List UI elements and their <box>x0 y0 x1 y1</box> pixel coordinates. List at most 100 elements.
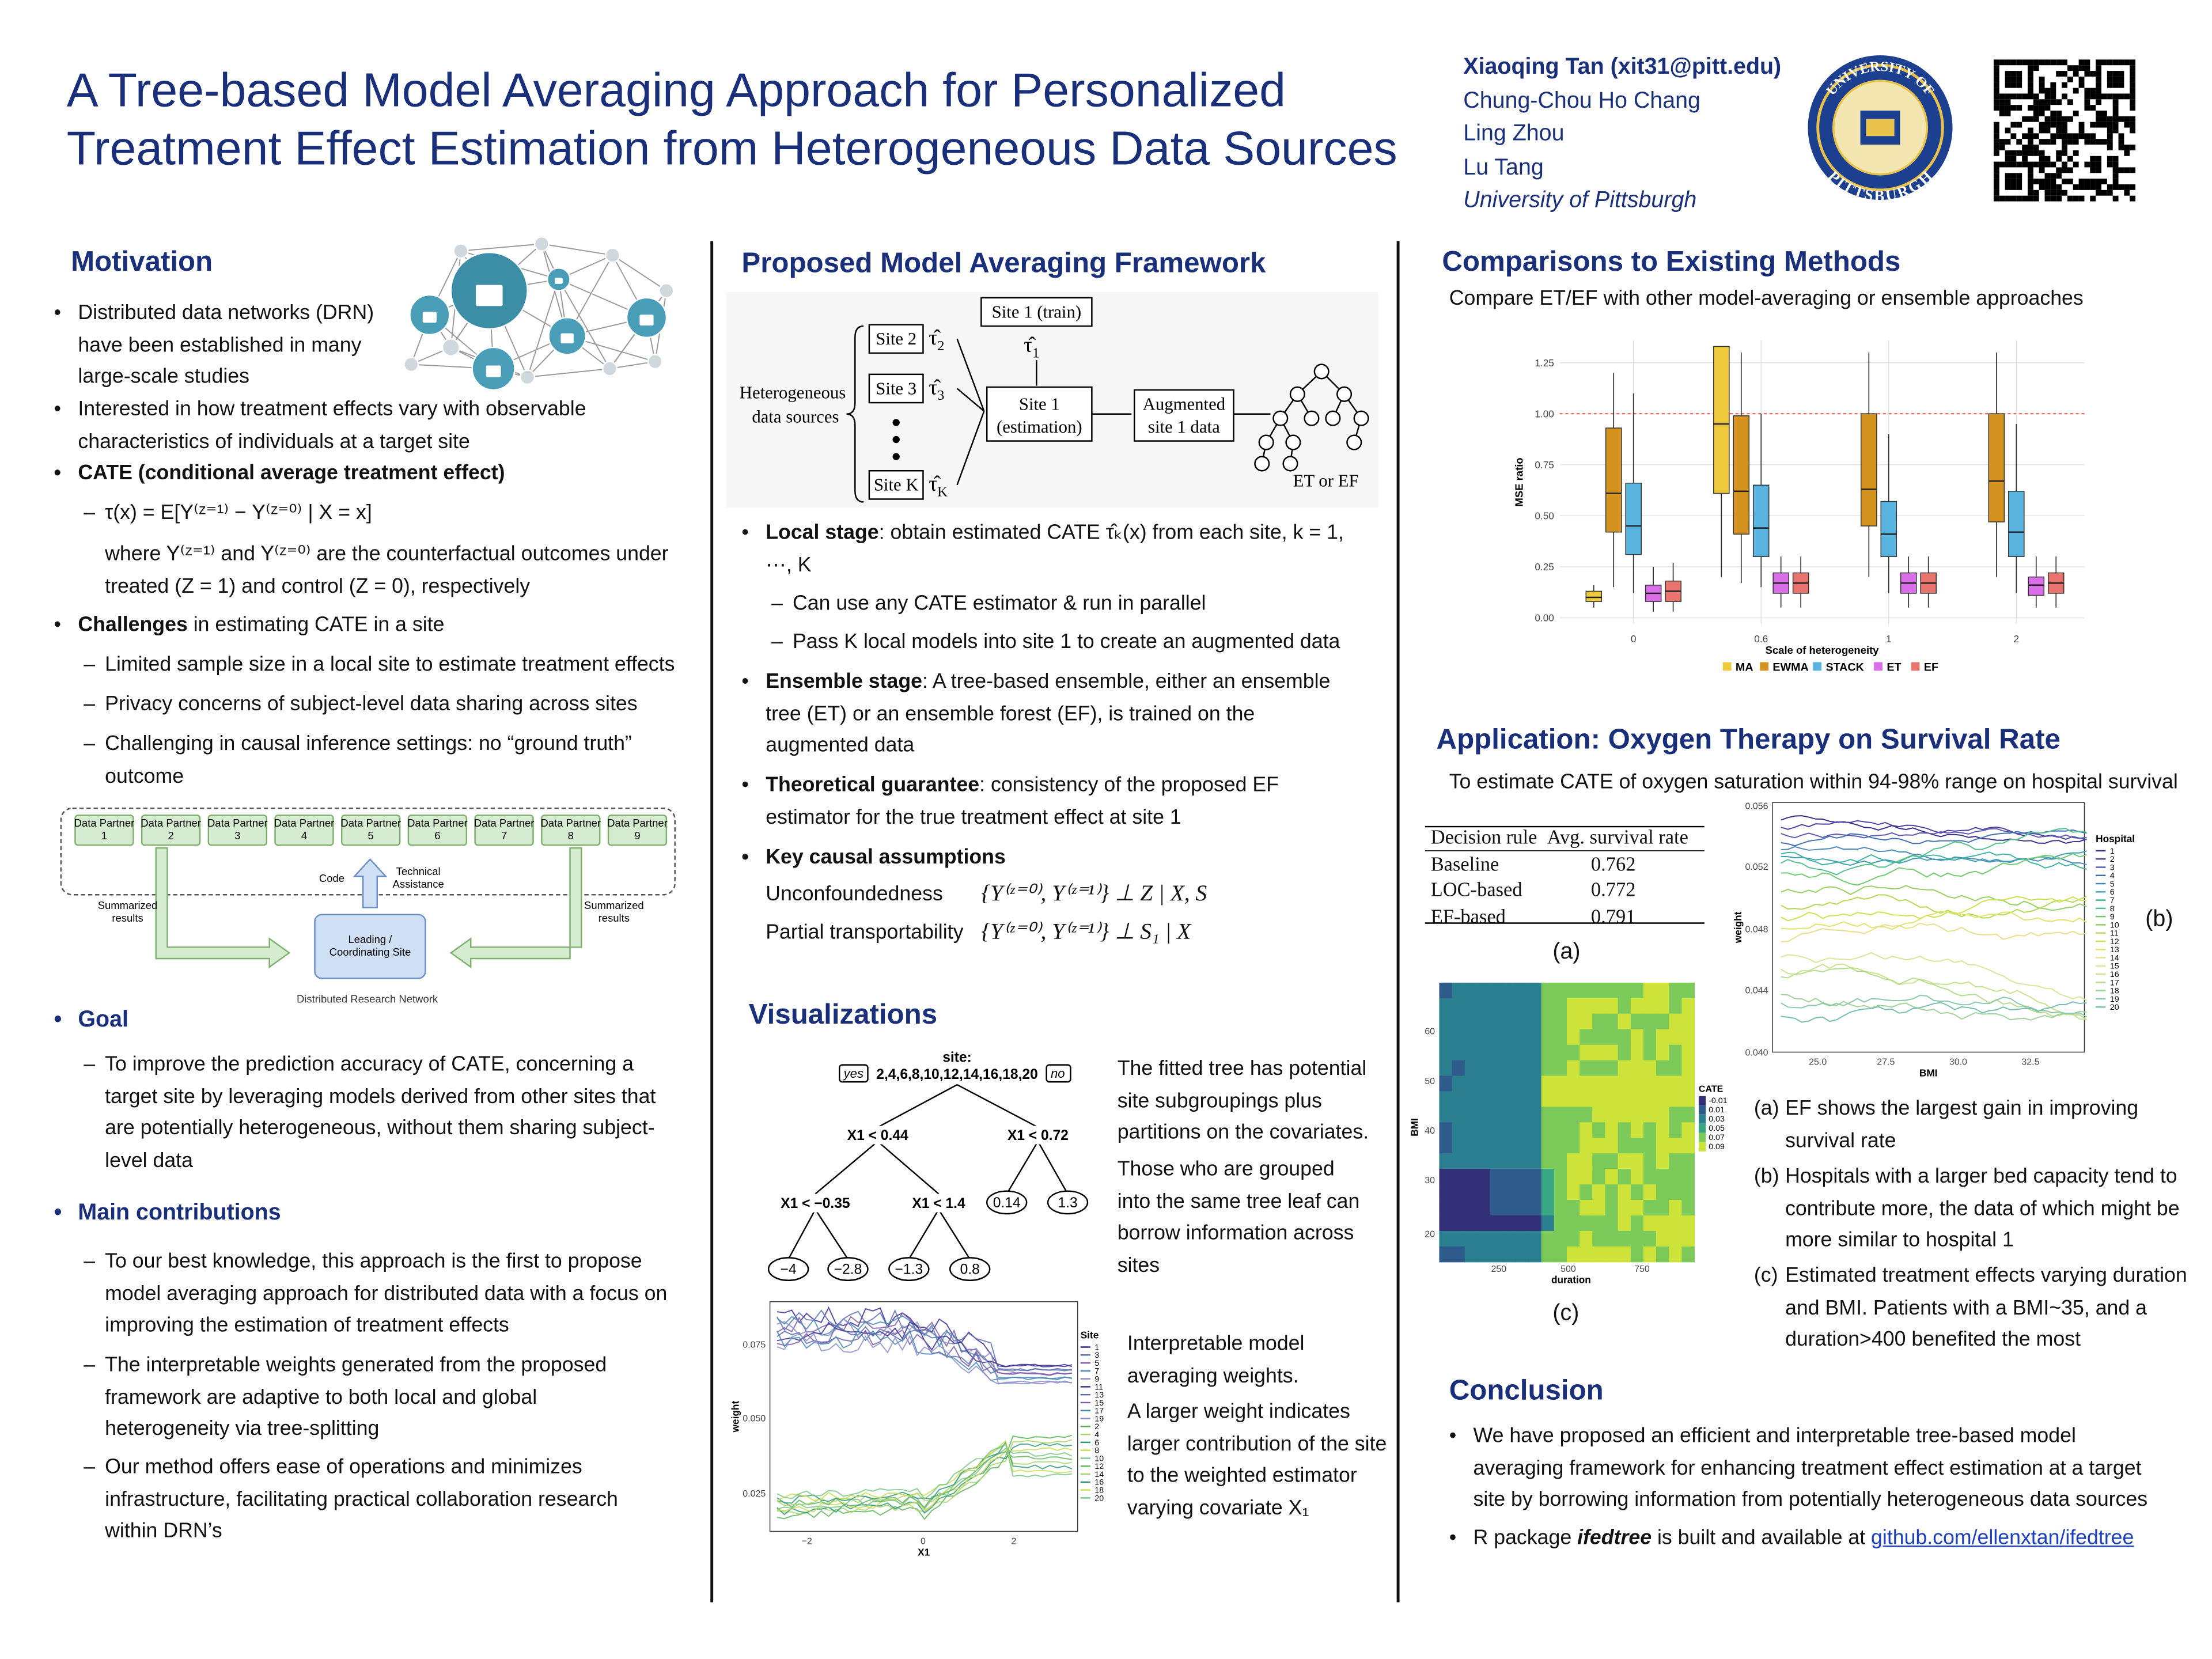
x-tick-label: 2 <box>2014 633 2020 645</box>
heat-cell <box>1554 1169 1567 1185</box>
qr-module <box>2039 179 2045 184</box>
caption: Interpretable model averaging weights. <box>1127 1332 1305 1388</box>
qr-module <box>1999 161 2005 168</box>
y-axis-title: MSE ratio <box>1513 457 1525 506</box>
heat-cell <box>1618 1169 1631 1185</box>
heat-cell <box>1541 1013 1555 1030</box>
heat-cell <box>1630 1091 1644 1107</box>
qr-module <box>1993 161 1999 168</box>
qr-module <box>2010 179 2017 184</box>
legend-label: 0.03 <box>1709 1115 1725 1124</box>
qr-module <box>2107 139 2113 145</box>
legend-label: 15 <box>2110 962 2119 971</box>
label-line: Data Partner <box>207 817 268 829</box>
colorbar-step <box>1698 1132 1706 1142</box>
heat-cell <box>1503 1044 1516 1061</box>
no-label: no <box>1051 1066 1065 1081</box>
heat-cell <box>1452 1153 1465 1169</box>
qr-module <box>2101 59 2107 66</box>
heat-cell <box>1439 1075 1453 1092</box>
network-node <box>403 357 419 373</box>
heat-cell <box>1554 1013 1567 1030</box>
heat-cell <box>1554 998 1567 1014</box>
heat-cell <box>1439 1215 1453 1232</box>
heat-cell <box>1452 1169 1465 1185</box>
ellipsis-dot <box>892 419 900 426</box>
qr-module <box>2067 116 2073 122</box>
qr-module <box>1993 184 1999 190</box>
site-box <box>986 386 1093 442</box>
y-axis-title: BMI <box>1409 1118 1421 1137</box>
qr-module <box>2016 150 2022 156</box>
qr-module <box>2050 88 2056 94</box>
heat-cell <box>1566 1138 1580 1154</box>
qr-module <box>2118 145 2124 150</box>
legend-label: 2 <box>2110 855 2115 864</box>
heat-cell <box>1516 1107 1529 1123</box>
heat-cell <box>1477 982 1491 999</box>
qr-module <box>2027 139 2033 145</box>
legend-label: 16 <box>2110 970 2119 979</box>
heat-cell <box>1541 1169 1555 1185</box>
heat-cell <box>1490 1215 1503 1232</box>
heat-cell <box>1592 1153 1605 1169</box>
qr-module <box>2005 173 2011 179</box>
qr-module <box>2010 93 2017 100</box>
qr-module <box>2084 133 2090 139</box>
qr-module <box>2067 133 2073 139</box>
heat-cell <box>1618 1184 1631 1200</box>
qr-module <box>2096 82 2101 88</box>
heat-cell <box>1452 1075 1465 1092</box>
heat-cell <box>1490 1246 1503 1263</box>
qr-module <box>2039 122 2045 128</box>
legend-title: Site <box>1081 1330 1099 1341</box>
heat-cell <box>1490 1044 1503 1061</box>
qr-module <box>2130 184 2136 190</box>
heat-cell <box>1656 1075 1669 1092</box>
heat-cell <box>1681 982 1695 999</box>
qr-module <box>2056 167 2062 173</box>
assumption-name: Unconfoundedness <box>766 883 943 906</box>
qr-module <box>2056 173 2062 179</box>
qr-module <box>1999 99 2005 105</box>
github-link[interactable]: github.com/ellenxtan/ifedtree <box>1871 1527 2134 1550</box>
legend-label: EWMA <box>1772 661 1808 673</box>
heat-cell <box>1580 1060 1593 1077</box>
legend-key <box>1911 662 1920 671</box>
heat-cell <box>1464 1230 1478 1247</box>
qr-module <box>2033 65 2039 71</box>
heat-cell <box>1681 1107 1695 1123</box>
partner-box <box>407 815 468 846</box>
qr-module <box>2096 59 2101 66</box>
qr-module <box>2027 150 2033 156</box>
qr-module <box>2044 116 2051 122</box>
y-tick-label: 0.056 <box>1745 801 1768 811</box>
split-bg <box>838 1126 918 1145</box>
heat-cell <box>1477 1122 1491 1138</box>
tree-edge <box>1037 1141 1069 1195</box>
heat-cell <box>1528 1075 1542 1092</box>
heat-cell <box>1566 1230 1580 1247</box>
heat-cell <box>1477 1184 1491 1200</box>
label-line: Data Partner <box>141 817 201 829</box>
heat-cell <box>1528 1153 1542 1169</box>
heat-cell <box>1554 1200 1567 1216</box>
label-line: Data Partner <box>274 817 335 829</box>
heat-cell <box>1566 1107 1580 1123</box>
weight-curve <box>777 1333 1072 1385</box>
qr-module <box>2130 59 2136 66</box>
qr-module <box>2090 139 2096 145</box>
heat-cell <box>1503 1153 1516 1169</box>
qr-module <box>2033 59 2039 66</box>
heat-cell <box>1681 1122 1695 1138</box>
lock-icon <box>486 365 501 377</box>
heat-cell <box>1490 1200 1503 1216</box>
weight-curve <box>777 1443 1073 1500</box>
bullet: Key causal assumptions <box>741 842 1006 874</box>
heat-cell <box>1452 1215 1465 1232</box>
heat-cell <box>1503 1200 1516 1216</box>
x-tick-label: 750 <box>1634 1264 1650 1274</box>
weight-curve <box>1781 1001 2087 1023</box>
summary-label: Summarized results <box>584 899 644 924</box>
